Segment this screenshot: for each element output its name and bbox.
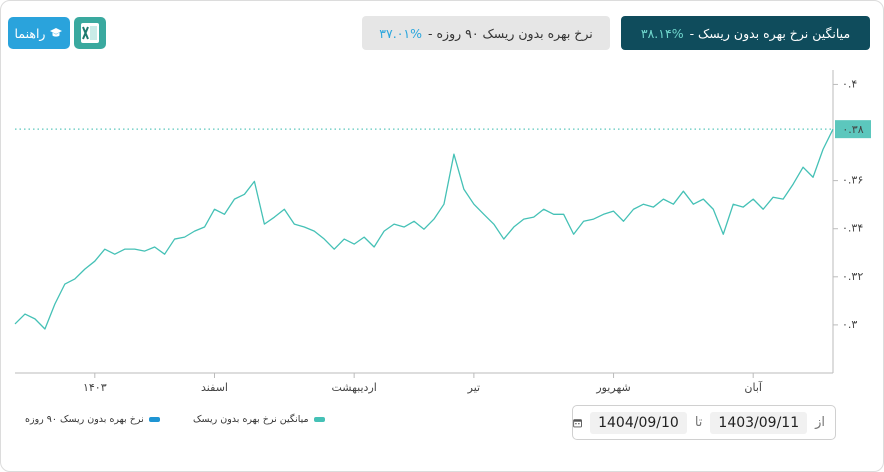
stat-label: نرخ بهره بدون ریسک ۹۰ روزه - bbox=[428, 25, 593, 41]
to-input[interactable]: 1404/09/10 bbox=[590, 411, 687, 434]
legend-swatch bbox=[313, 417, 325, 422]
legend-label: نرخ بهره بدون ریسک ۹۰ روزه bbox=[25, 414, 144, 425]
stat-value: ۳۷.۰۱% bbox=[379, 25, 423, 41]
y-tick-label: ۰.۳ bbox=[842, 318, 857, 331]
to-label: تا bbox=[694, 415, 703, 430]
reference-badge bbox=[835, 120, 871, 139]
x-tick-label: شهریور bbox=[595, 381, 630, 394]
stat-label: میانگین نرخ بهره بدون ریسک - bbox=[689, 25, 851, 41]
x-tick-label: تیر bbox=[467, 381, 480, 394]
rate-stat: نرخ بهره بدون ریسک ۹۰ روزه - ۳۷.۰۱% bbox=[362, 16, 610, 50]
series-line bbox=[14, 128, 834, 330]
excel-button[interactable] bbox=[74, 17, 106, 49]
x-tick-label: ۱۴۰۳ bbox=[83, 381, 107, 394]
cap-icon bbox=[50, 28, 63, 37]
y-tick-label: ۰.۳۶ bbox=[842, 174, 863, 187]
y-tick-label: ۰.۳۴ bbox=[842, 222, 863, 235]
x-tick-label: اسفند bbox=[201, 381, 228, 394]
x-tick-label: آبان bbox=[744, 380, 762, 394]
y-tick-label: ۰.۴ bbox=[842, 77, 857, 90]
help-button[interactable]: راهنما bbox=[8, 17, 70, 49]
y-tick-label: ۰.۳۲ bbox=[842, 270, 863, 283]
legend-swatch bbox=[148, 417, 160, 422]
average-stat: میانگین نرخ بهره بدون ریسک - ۳۸.۱۴% bbox=[621, 16, 870, 50]
stat-value: ۳۸.۱۴% bbox=[640, 25, 684, 41]
help-label: راهنما bbox=[14, 25, 46, 41]
x-tick-label: اردیبهشت bbox=[331, 381, 376, 394]
calendar-icon[interactable] bbox=[573, 416, 582, 430]
from-input[interactable]: 1403/09/11 bbox=[710, 411, 808, 434]
reference-label: ۰.۳۸ bbox=[842, 123, 863, 136]
from-label: از bbox=[815, 415, 825, 430]
legend-item[interactable]: میانگین نرخ بهره بدون ریسک bbox=[193, 414, 325, 425]
legend-label: میانگین نرخ بهره بدون ریسک bbox=[193, 414, 309, 425]
date-range: از 1403/09/11 تا 1404/09/10 bbox=[572, 405, 836, 440]
chart: ۰.۴ ۰.۳۶ ۰.۳۴ ۰.۳۲ ۰.۳ ۱۴۰۳ اسفند اردیبهشت تیر شه… bbox=[14, 70, 871, 394]
legend-item[interactable]: نرخ بهره بدون ریسک ۹۰ روزه bbox=[25, 414, 160, 425]
